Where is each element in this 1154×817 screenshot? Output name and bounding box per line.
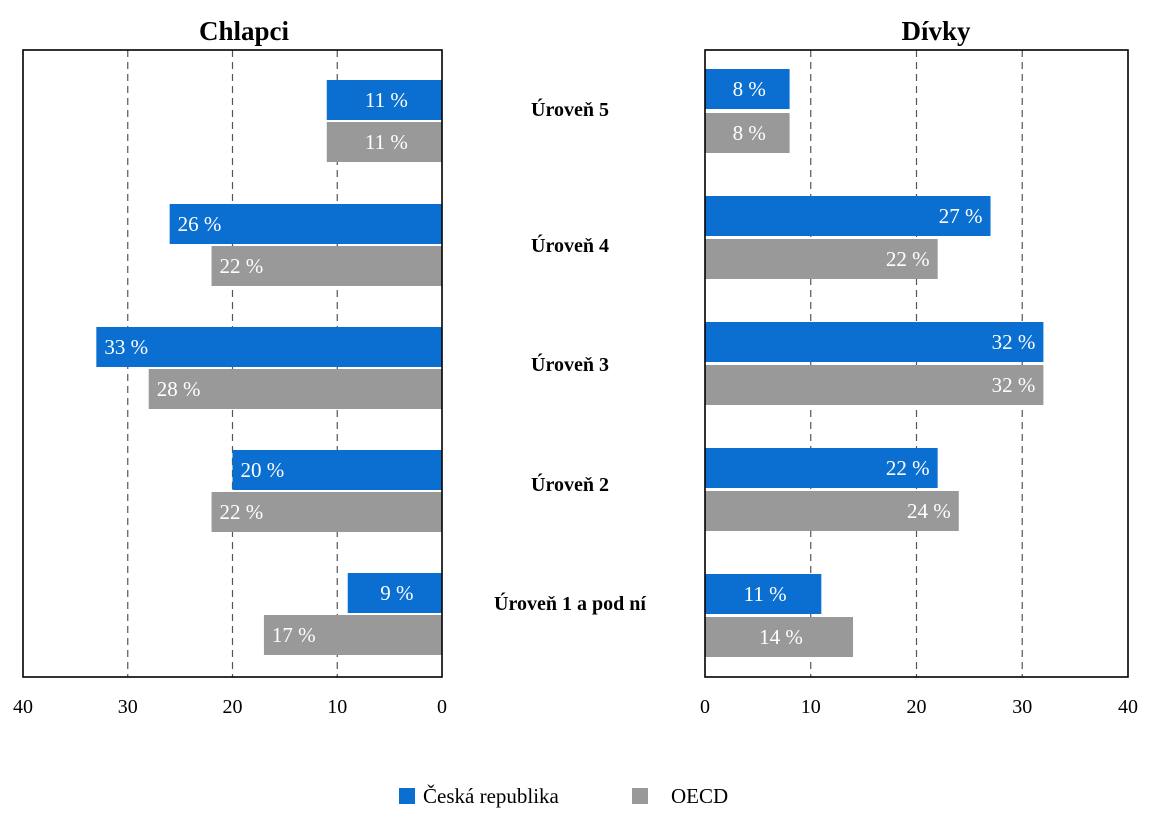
bar-oecd (705, 617, 854, 657)
bar-data-label: 32 % (992, 330, 1036, 354)
chart-title: Chlapci (199, 16, 290, 46)
x-tick-label: 30 (118, 696, 138, 718)
x-tick-label: 40 (1118, 696, 1138, 718)
bar-oecd (705, 113, 790, 153)
plot-frame (704, 49, 1129, 678)
bar-cz (347, 573, 442, 613)
bar-cz (705, 574, 822, 614)
x-tick-label: 40 (13, 696, 33, 718)
bar-data-label: 28 % (157, 377, 201, 401)
x-tick-label: 20 (223, 696, 243, 718)
bar-data-label: 24 % (907, 499, 951, 523)
x-tick-label: 10 (801, 696, 821, 718)
category-label: Úroveň 1 a pod ní (494, 591, 646, 615)
bar-oecd (211, 246, 442, 286)
bar-cz (705, 69, 790, 109)
bar-oecd (705, 365, 1044, 405)
bar-data-label: 11 % (365, 88, 408, 112)
bar-cz (326, 80, 442, 120)
bar-oecd (705, 491, 959, 531)
category-label: Úroveň 2 (531, 472, 609, 496)
bar-data-label: 8 % (733, 121, 766, 145)
bar-data-label: 26 % (178, 212, 222, 236)
x-tick-label: 20 (907, 696, 927, 718)
category-label: Úroveň 3 (531, 352, 609, 376)
legend-swatch (399, 788, 415, 804)
x-tick-label: 10 (327, 696, 347, 718)
bar-data-label: 20 % (241, 458, 285, 482)
bar-data-label: 11 % (744, 582, 787, 606)
bar-oecd (148, 369, 442, 409)
legend-swatch (632, 788, 648, 804)
bar-data-label: 22 % (886, 456, 930, 480)
x-tick-label: 30 (1012, 696, 1032, 718)
bar-data-label: 17 % (272, 623, 316, 647)
plot-frame (22, 49, 443, 678)
bar-data-label: 32 % (992, 373, 1036, 397)
legend-label: OECD (671, 784, 728, 808)
bar-data-label: 27 % (939, 204, 983, 228)
category-label: Úroveň 5 (531, 97, 609, 121)
bar-data-label: 33 % (104, 335, 148, 359)
bar-cz (705, 448, 938, 488)
bar-oecd (326, 122, 442, 162)
legend-label: Česká republika (423, 784, 560, 808)
bar-cz (96, 327, 442, 367)
x-tick-label: 0 (437, 696, 447, 718)
bar-data-label: 8 % (733, 77, 766, 101)
bar-data-label: 9 % (380, 581, 413, 605)
bar-data-label: 22 % (220, 500, 264, 524)
chart-title: Dívky (901, 16, 971, 46)
bar-data-label: 22 % (220, 254, 264, 278)
x-tick-label: 0 (700, 696, 710, 718)
bar-oecd (211, 492, 442, 532)
bar-data-label: 11 % (365, 130, 408, 154)
bar-cz (705, 322, 1044, 362)
bar-oecd (263, 615, 442, 655)
bar-cz (232, 450, 442, 490)
bar-data-label: 14 % (759, 625, 803, 649)
bar-cz (169, 204, 442, 244)
bar-cz (705, 196, 991, 236)
bar-oecd (705, 239, 938, 279)
bar-data-label: 22 % (886, 247, 930, 271)
category-label: Úroveň 4 (531, 233, 609, 257)
